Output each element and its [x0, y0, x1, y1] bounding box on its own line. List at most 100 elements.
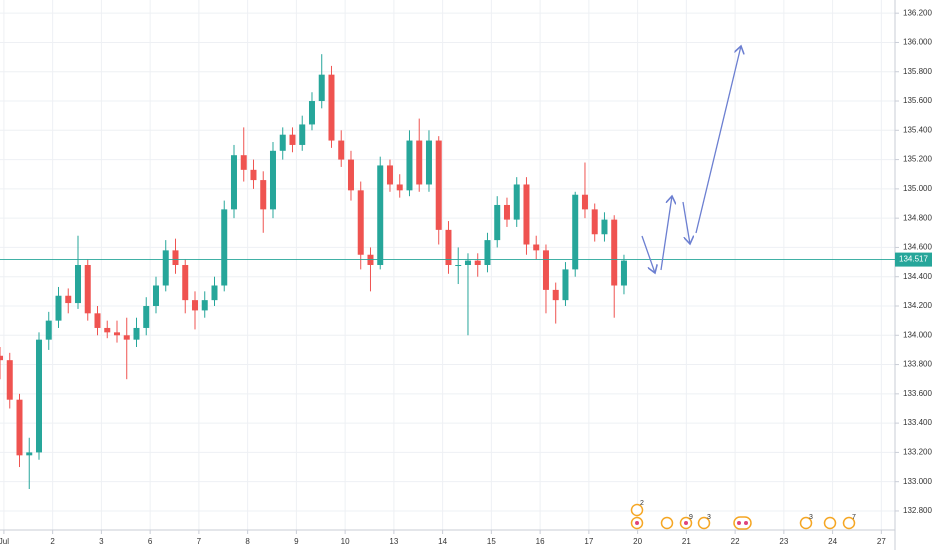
arrow — [682, 201, 690, 244]
candle-body — [269, 150, 276, 210]
candle-body — [494, 204, 501, 241]
candle-body — [162, 250, 169, 286]
event-dot — [684, 521, 688, 525]
candle-body — [182, 265, 189, 301]
candle-body — [45, 320, 52, 340]
x-tick-label: Jul — [0, 537, 9, 546]
candle-body — [396, 184, 403, 191]
x-tick-label: 27 — [877, 537, 886, 546]
x-tick-label: 9 — [294, 537, 299, 546]
y-tick-label: 133.000 — [903, 477, 932, 486]
candle-body — [533, 244, 540, 251]
candle-body — [406, 140, 413, 191]
candle-body — [55, 295, 62, 321]
grid — [0, 0, 895, 530]
candle-body — [6, 360, 13, 400]
candle-body — [260, 180, 267, 210]
candle-body — [474, 260, 481, 265]
candle-body — [328, 74, 335, 141]
x-tick-label: 7 — [197, 537, 202, 546]
drawings — [641, 46, 741, 273]
x-tick-label: 10 — [341, 537, 350, 546]
arrow — [695, 46, 741, 234]
x-tick-label: 15 — [487, 537, 496, 546]
candle-body — [123, 335, 130, 340]
candle-body — [250, 169, 257, 181]
event-icon — [697, 516, 711, 530]
event-count: 3 — [707, 514, 711, 521]
event-count: 9 — [689, 514, 693, 521]
candle-body — [523, 184, 530, 245]
y-tick-label: 135.600 — [903, 96, 932, 105]
candle-body — [240, 155, 247, 170]
event-icon — [799, 516, 813, 530]
event-dot — [744, 521, 748, 525]
candle-body — [133, 327, 140, 340]
candle-body — [513, 184, 520, 220]
candle-body — [338, 140, 345, 160]
candle-body — [230, 155, 237, 210]
y-tick-label: 134.400 — [903, 272, 932, 281]
y-tick-label: 135.200 — [903, 155, 932, 164]
arrow — [660, 196, 672, 271]
y-tick-label: 135.000 — [903, 184, 932, 193]
y-tick-label: 134.800 — [903, 213, 932, 222]
event-count: 2 — [640, 500, 644, 507]
event-icon — [823, 516, 837, 530]
candle-body — [357, 190, 364, 255]
candle-body — [620, 260, 627, 286]
candle-body — [425, 140, 432, 185]
candle-body — [572, 194, 579, 270]
y-tick-label: 136.000 — [903, 38, 932, 47]
x-tick-label: 22 — [731, 537, 740, 546]
candle-body — [552, 289, 559, 301]
last-price-box — [895, 252, 932, 267]
candle-body — [591, 209, 598, 235]
x-tick-label: 23 — [779, 537, 788, 546]
candle-body — [299, 124, 306, 145]
y-tick-label: 132.800 — [903, 506, 932, 515]
candle-body — [211, 285, 218, 301]
y-tick-label: 133.200 — [903, 448, 932, 457]
candle-body — [435, 140, 442, 230]
event-icon — [630, 503, 644, 517]
y-tick-label: 134.600 — [903, 243, 932, 252]
candle-body — [221, 209, 228, 286]
candle-body — [143, 305, 150, 328]
x-tick-label: 20 — [633, 537, 642, 546]
candle-body — [503, 204, 510, 220]
events: 2 9 3 3 7 — [630, 500, 856, 530]
candle-body — [16, 399, 23, 456]
candle-body — [26, 452, 33, 456]
x-tick-label: 8 — [245, 537, 250, 546]
x-tick-label: 16 — [536, 537, 545, 546]
y-tick-label: 136.200 — [903, 8, 932, 17]
x-tick-label: 14 — [438, 537, 447, 546]
event-dot — [737, 521, 741, 525]
x-tick-label: 2 — [50, 537, 55, 546]
x-tick-label: 17 — [584, 537, 593, 546]
candle-body — [347, 159, 354, 191]
candle-body — [74, 265, 81, 304]
candle-body — [35, 339, 42, 453]
candle-body — [152, 285, 159, 306]
event-count: 3 — [809, 514, 813, 521]
candle-body — [386, 165, 393, 185]
candle-body — [464, 260, 471, 265]
y-tick-label: 133.400 — [903, 418, 932, 427]
candle-body — [94, 313, 101, 328]
x-tick-label: 24 — [828, 537, 837, 546]
candle-body — [562, 269, 569, 301]
last-price-label: 134.517 — [899, 255, 928, 264]
x-tick-label: 3 — [99, 537, 104, 546]
candle-body — [484, 240, 491, 265]
event-dot — [635, 521, 639, 525]
candle-body — [542, 250, 549, 290]
candle-body — [318, 74, 325, 102]
candle-body — [416, 140, 423, 185]
y-tick-label: 135.400 — [903, 125, 932, 134]
y-tick-label: 134.000 — [903, 330, 932, 339]
y-tick-label: 135.800 — [903, 67, 932, 76]
axes: 132.800 133.000 133.200 133.400 133.600 133.8… — [0, 8, 932, 546]
